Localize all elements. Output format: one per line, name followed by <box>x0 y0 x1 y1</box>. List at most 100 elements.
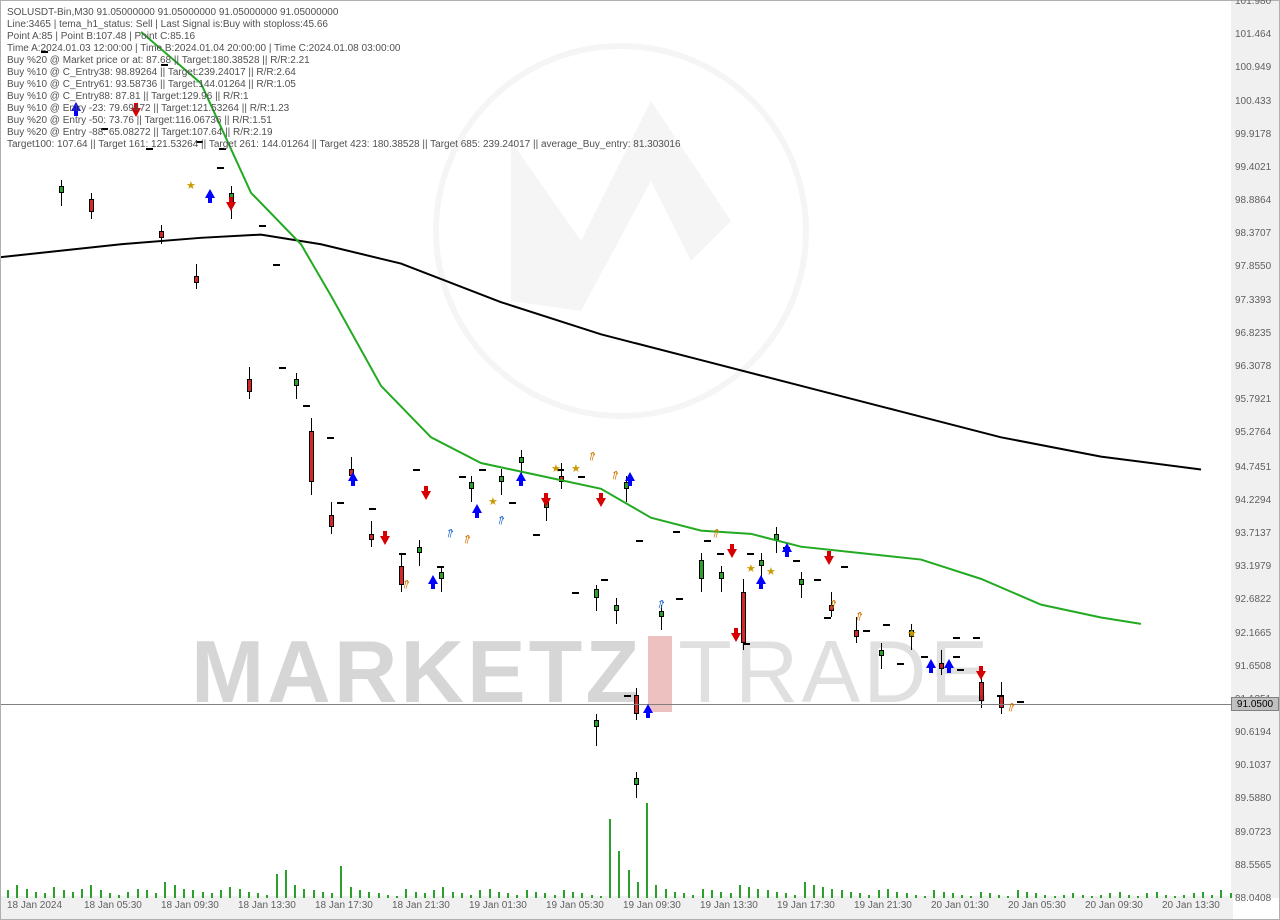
volume-bar <box>359 890 361 898</box>
arrow-up-icon <box>944 659 954 668</box>
price-tick-marker <box>953 656 960 658</box>
volume-bar <box>452 892 454 898</box>
y-tick: 101.980 <box>1235 0 1271 7</box>
volume-bar <box>1156 892 1158 898</box>
volume-bar <box>915 895 917 898</box>
volume-bar <box>804 882 806 898</box>
price-tick-marker <box>824 617 831 619</box>
candle <box>247 379 252 392</box>
candle <box>499 476 504 482</box>
arrow-down-icon <box>541 498 551 507</box>
star-icon: ★ <box>746 562 756 575</box>
x-tick: 18 Jan 2024 <box>7 900 62 911</box>
candle <box>699 560 704 579</box>
volume-bar <box>655 885 657 898</box>
volume-bar <box>1165 895 1167 898</box>
volume-bar <box>748 887 750 898</box>
volume-bar <box>118 895 120 898</box>
price-tick-marker <box>704 540 711 542</box>
star-icon: ★ <box>571 462 581 475</box>
volume-bar <box>81 889 83 899</box>
volume-bar <box>1100 895 1102 898</box>
volume-bar <box>868 895 870 898</box>
volume-bar <box>368 892 370 898</box>
y-tick: 97.8550 <box>1235 261 1271 272</box>
candle <box>741 592 746 643</box>
volume-bar <box>1109 893 1111 898</box>
volume-bar <box>841 890 843 898</box>
price-tick-marker <box>217 167 224 169</box>
volume-bar <box>859 893 861 898</box>
volume-bar <box>544 893 546 898</box>
volume-bar <box>813 885 815 898</box>
volume-bar <box>516 895 518 898</box>
volume-bar <box>489 889 491 899</box>
arrow-up-icon <box>205 189 215 198</box>
y-tick: 94.7451 <box>1235 462 1271 473</box>
price-tick-marker <box>413 469 420 471</box>
volume-bar <box>303 889 305 899</box>
volume-bar <box>711 890 713 898</box>
volume-bar <box>378 893 380 898</box>
volume-bar <box>1026 892 1028 898</box>
arrow-down-icon <box>824 556 834 565</box>
volume-bar <box>415 892 417 898</box>
arrow-down-icon <box>226 202 236 211</box>
arrow-up-icon <box>625 472 635 481</box>
arrow-down-icon <box>596 498 606 507</box>
outline-arrow-icon: ⇗ <box>442 524 458 541</box>
price-tick-marker <box>259 225 266 227</box>
y-tick: 99.9178 <box>1235 129 1271 140</box>
volume-bar <box>618 851 620 899</box>
x-tick: 18 Jan 05:30 <box>84 900 142 911</box>
volume-bar <box>609 819 611 898</box>
volume-bar <box>424 893 426 898</box>
y-tick: 92.6822 <box>1235 594 1271 605</box>
chart-info-overlay: SOLUSDT-Bin,M30 91.05000000 91.05000000 … <box>7 7 681 151</box>
x-tick: 18 Jan 09:30 <box>161 900 219 911</box>
volume-bar <box>757 889 759 899</box>
star-icon: ★ <box>766 565 776 578</box>
volume-bar <box>266 895 268 898</box>
price-tick-marker <box>369 508 376 510</box>
volume-bar <box>72 892 74 898</box>
current-price-box: 91.0500 <box>1231 697 1279 711</box>
volume-bar <box>998 895 1000 898</box>
y-tick: 101.464 <box>1235 29 1271 40</box>
candle <box>439 572 444 578</box>
x-tick: 18 Jan 21:30 <box>392 900 450 911</box>
volume-bar <box>767 890 769 898</box>
volume-bar <box>220 890 222 898</box>
star-icon: ★ <box>551 462 561 475</box>
volume-bar <box>63 890 65 898</box>
star-icon: ★ <box>186 179 196 192</box>
chart-area[interactable]: MARKETZTRADE SOLUSDT-Bin,M30 91.05000000… <box>1 1 1233 898</box>
x-tick: 20 Jan 01:30 <box>931 900 989 911</box>
volume-bar <box>155 893 157 898</box>
volume-bar <box>192 890 194 898</box>
candle <box>59 186 64 192</box>
x-tick: 19 Jan 21:30 <box>854 900 912 911</box>
volume-bar <box>1017 890 1019 898</box>
volume-bar <box>794 895 796 898</box>
candle <box>614 605 619 611</box>
candle <box>159 231 164 237</box>
y-tick: 92.1665 <box>1235 628 1271 639</box>
x-tick: 19 Jan 13:30 <box>700 900 758 911</box>
volume-bar <box>850 892 852 898</box>
x-tick: 19 Jan 05:30 <box>546 900 604 911</box>
y-tick: 89.5880 <box>1235 793 1271 804</box>
arrow-down-icon <box>976 671 986 680</box>
y-tick: 93.1979 <box>1235 561 1271 572</box>
price-tick-marker <box>303 405 310 407</box>
volume-bar <box>340 866 342 898</box>
candle <box>594 720 599 726</box>
volume-bar <box>702 889 704 899</box>
y-tick: 100.433 <box>1235 96 1271 107</box>
price-tick-marker <box>814 579 821 581</box>
volume-bar <box>174 885 176 898</box>
price-tick-marker <box>636 540 643 542</box>
volume-bar <box>831 889 833 899</box>
volume-bar <box>1119 892 1121 898</box>
outline-arrow-icon: ⇗ <box>607 466 623 483</box>
